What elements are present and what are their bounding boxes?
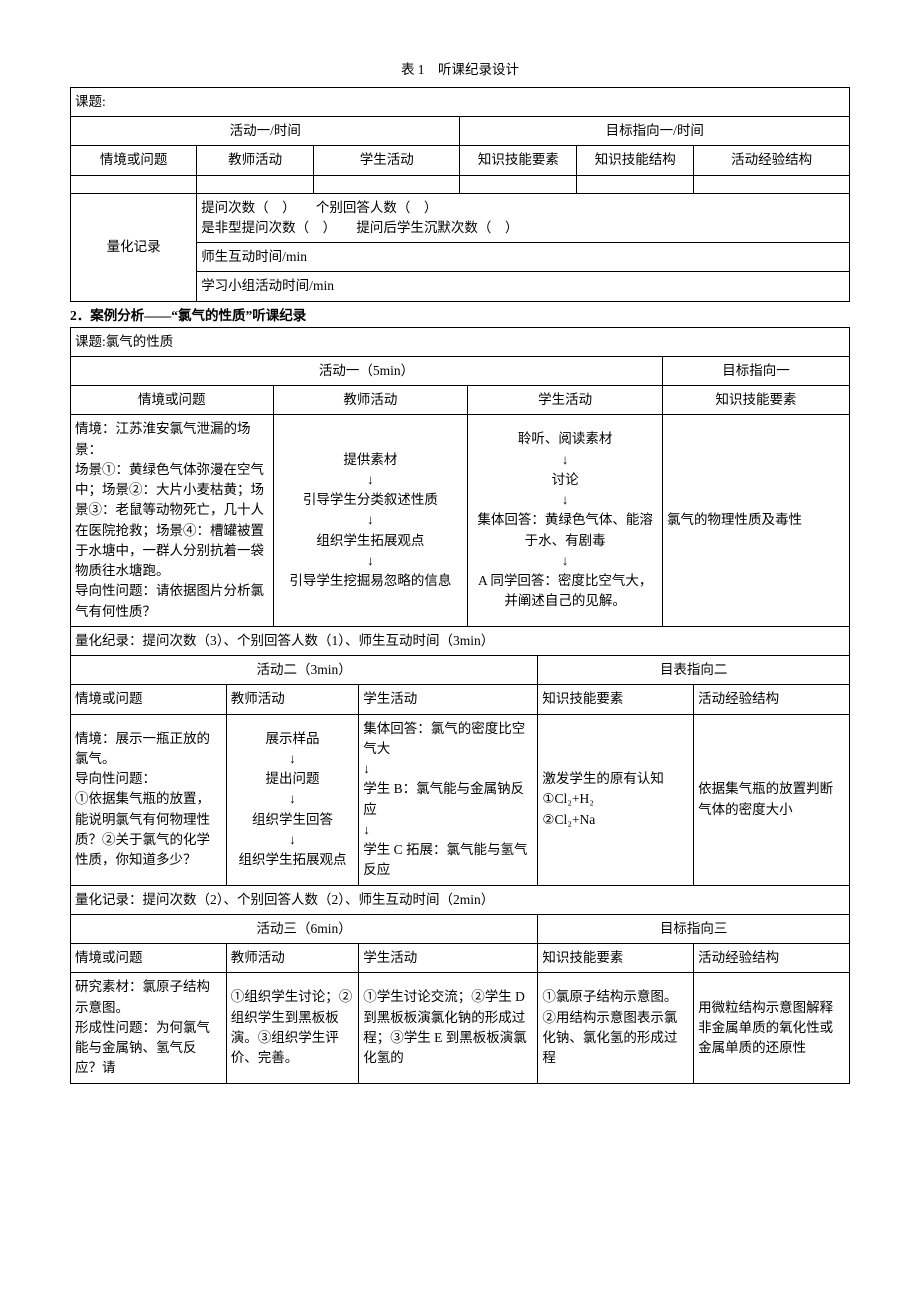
empty-cell (460, 175, 577, 193)
empty-cell (197, 175, 314, 193)
table-row: 情境或问题 教师活动 学生活动 知识技能要素 (71, 386, 850, 415)
table-row: 情境：江苏淮安氯气泄漏的场景：场景①：黄绿色气体弥漫在空气中；场景②：大片小麦枯… (71, 415, 850, 627)
activity-header: 活动一/时间 (71, 117, 460, 146)
col-header-student: 学生活动 (359, 685, 538, 714)
col-header-student: 学生活动 (359, 944, 538, 973)
act2-teacher: 展示样品↓提出问题↓组织学生回答↓组织学生拓展观点 (226, 714, 358, 885)
act2-knowledge: 激发学生的原有认知①Cl₂+H₂②Cl₂+Na (538, 714, 694, 885)
case-analysis-title: 2．案例分析——“氯气的性质”听课纪录 (70, 306, 850, 327)
table-row: 情境或问题 教师活动 学生活动 知识技能要素 活动经验结构 (71, 944, 850, 973)
act1-student: 聆听、阅读素材↓讨论↓集体回答：黄绿色气体、能溶于水、有剧毒↓A 同学回答：密度… (468, 415, 663, 627)
table1-caption: 表 1 听课纪录设计 (70, 60, 850, 81)
act3-knowledge: ①氯原子结构示意图。②用结构示意图表示氯化钠、氯化氢的形成过程 (538, 973, 694, 1083)
table-row: 情境：展示一瓶正放的氯气。导向性问题：①依据集气瓶的放置，能说明氯气有何物理性质… (71, 714, 850, 885)
col-header-situation: 情境或问题 (71, 146, 197, 175)
col-header-knowledge-element: 知识技能要素 (538, 944, 694, 973)
goal3-header: 目标指向三 (538, 914, 850, 943)
empty-cell (71, 175, 197, 193)
quant-line4: 学习小组活动时间/min (197, 272, 850, 301)
act2-situation: 情境：展示一瓶正放的氯气。导向性问题：①依据集气瓶的放置，能说明氯气有何物理性质… (71, 714, 227, 885)
topic-cell: 课题:氯气的性质 (71, 327, 850, 356)
col-header-teacher: 教师活动 (226, 944, 358, 973)
table-row: 量化纪录：提问次数（3）、个别回答人数（1）、师生互动时间（3min） (71, 626, 850, 655)
table-row (71, 175, 850, 193)
table-row: 量化记录：提问次数（2）、个别回答人数（2）、师生互动时间（2min） (71, 885, 850, 914)
act3-structure: 用微粒结构示意图解释非金属单质的氧化性或金属单质的还原性 (694, 973, 850, 1083)
col-header-teacher: 教师活动 (197, 146, 314, 175)
col-header-student: 学生活动 (314, 146, 460, 175)
table2-case-record: 课题:氯气的性质 活动一（5min） 目标指向一 情境或问题 教师活动 学生活动… (70, 327, 850, 657)
col-header-knowledge-element: 知识技能要素 (663, 386, 850, 415)
col-header-situation: 情境或问题 (71, 944, 227, 973)
col-header-situation: 情境或问题 (71, 386, 274, 415)
empty-cell (577, 175, 694, 193)
table1-design-record: 课题: 活动一/时间 目标指向一/时间 情境或问题 教师活动 学生活动 知识技能… (70, 87, 850, 302)
activity2-header: 活动二（3min） (71, 656, 538, 685)
quant1: 量化纪录：提问次数（3）、个别回答人数（1）、师生互动时间（3min） (71, 626, 850, 655)
table-row: 课题: (71, 87, 850, 116)
goal-header: 目标指向一/时间 (460, 117, 850, 146)
table-row: 活动一/时间 目标指向一/时间 (71, 117, 850, 146)
col-header-student: 学生活动 (468, 386, 663, 415)
table2-activity2: 活动二（3min） 目表指向二 情境或问题 教师活动 学生活动 知识技能要素 活… (70, 655, 850, 1084)
act1-situation: 情境：江苏淮安氯气泄漏的场景：场景①：黄绿色气体弥漫在空气中；场景②：大片小麦枯… (71, 415, 274, 627)
quant-label: 量化记录 (71, 193, 197, 301)
table-row: 活动二（3min） 目表指向二 (71, 656, 850, 685)
quant-line1: 提问次数（ ） 个别回答人数（ ） (201, 200, 437, 215)
empty-cell (694, 175, 850, 193)
quant2: 量化记录：提问次数（2）、个别回答人数（2）、师生互动时间（2min） (71, 885, 850, 914)
col-header-teacher: 教师活动 (273, 386, 468, 415)
act2-student: 集体回答：氯气的密度比空气大↓学生 B：氯气能与金属钠反应↓学生 C 拓展：氯气… (359, 714, 538, 885)
quant-line2: 是非型提问次数（ ） 提问后学生沉默次数（ ） (201, 220, 518, 235)
act1-teacher: 提供素材↓引导学生分类叙述性质↓组织学生拓展观点↓引导学生挖掘易忽略的信息 (273, 415, 468, 627)
col-header-activity-structure: 活动经验结构 (694, 146, 850, 175)
table-row: 研究素材：氯原子结构示意图。形成性问题：为何氯气能与金属钠、氢气反应？请 ①组织… (71, 973, 850, 1083)
act2-structure: 依据集气瓶的放置判断气体的密度大小 (694, 714, 850, 885)
goal2-header: 目表指向二 (538, 656, 850, 685)
table-row: 情境或问题 教师活动 学生活动 知识技能要素 知识技能结构 活动经验结构 (71, 146, 850, 175)
activity1-header: 活动一（5min） (71, 356, 663, 385)
col-header-knowledge-element: 知识技能要素 (538, 685, 694, 714)
col-header-situation: 情境或问题 (71, 685, 227, 714)
topic-cell: 课题: (71, 87, 850, 116)
act1-knowledge: 氯气的物理性质及毒性 (663, 415, 850, 627)
quant-cell: 提问次数（ ） 个别回答人数（ ） 是非型提问次数（ ） 提问后学生沉默次数（ … (197, 193, 850, 243)
table-row: 课题:氯气的性质 (71, 327, 850, 356)
goal1-header: 目标指向一 (663, 356, 850, 385)
act3-student: ①学生讨论交流；②学生 D 到黑板板演氯化钠的形成过程；③学生 E 到黑板板演氯… (359, 973, 538, 1083)
quant-line3: 师生互动时间/min (197, 243, 850, 272)
col-header-activity-structure: 活动经验结构 (694, 685, 850, 714)
col-header-knowledge-structure: 知识技能结构 (577, 146, 694, 175)
act3-situation: 研究素材：氯原子结构示意图。形成性问题：为何氯气能与金属钠、氢气反应？请 (71, 973, 227, 1083)
table-row: 量化记录 提问次数（ ） 个别回答人数（ ） 是非型提问次数（ ） 提问后学生沉… (71, 193, 850, 243)
activity3-header: 活动三（6min） (71, 914, 538, 943)
table-row: 活动三（6min） 目标指向三 (71, 914, 850, 943)
table-row: 情境或问题 教师活动 学生活动 知识技能要素 活动经验结构 (71, 685, 850, 714)
col-header-knowledge-element: 知识技能要素 (460, 146, 577, 175)
act3-teacher: ①组织学生讨论；②组织学生到黑板板演。③组织学生评价、完善。 (226, 973, 358, 1083)
empty-cell (314, 175, 460, 193)
col-header-activity-structure: 活动经验结构 (694, 944, 850, 973)
table-row: 活动一（5min） 目标指向一 (71, 356, 850, 385)
col-header-teacher: 教师活动 (226, 685, 358, 714)
